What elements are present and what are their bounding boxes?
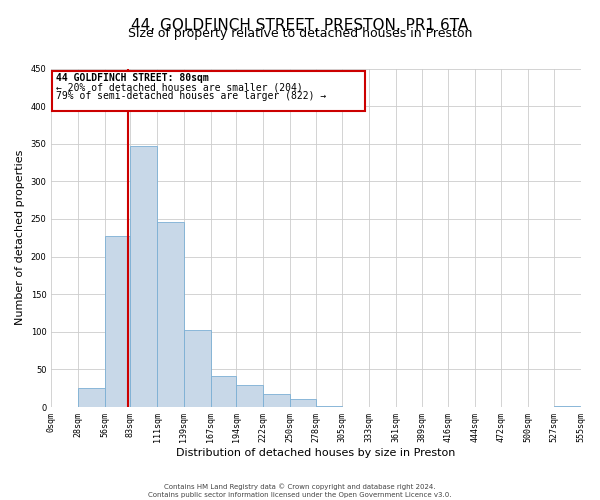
Text: Size of property relative to detached houses in Preston: Size of property relative to detached ho… (128, 28, 472, 40)
Bar (263, 394, 290, 407)
Bar (130, 146, 157, 407)
Text: 44, GOLDFINCH STREET, PRESTON, PR1 6TA: 44, GOLDFINCH STREET, PRESTON, PR1 6TA (131, 18, 469, 32)
Bar (316, 406, 342, 407)
Bar (78, 388, 104, 407)
Bar (184, 330, 211, 407)
Text: Contains HM Land Registry data © Crown copyright and database right 2024.
Contai: Contains HM Land Registry data © Crown c… (148, 484, 452, 498)
Y-axis label: Number of detached properties: Number of detached properties (15, 150, 25, 326)
FancyBboxPatch shape (52, 71, 365, 112)
Text: 44 GOLDFINCH STREET: 80sqm: 44 GOLDFINCH STREET: 80sqm (56, 73, 209, 83)
Bar (236, 384, 263, 407)
Bar (104, 236, 130, 407)
Bar (211, 376, 236, 407)
Bar (290, 399, 316, 407)
Text: ← 20% of detached houses are smaller (204): ← 20% of detached houses are smaller (20… (56, 82, 303, 92)
Bar (157, 222, 184, 407)
X-axis label: Distribution of detached houses by size in Preston: Distribution of detached houses by size … (176, 448, 455, 458)
Bar (554, 406, 580, 407)
Text: 79% of semi-detached houses are larger (822) →: 79% of semi-detached houses are larger (… (56, 91, 326, 101)
